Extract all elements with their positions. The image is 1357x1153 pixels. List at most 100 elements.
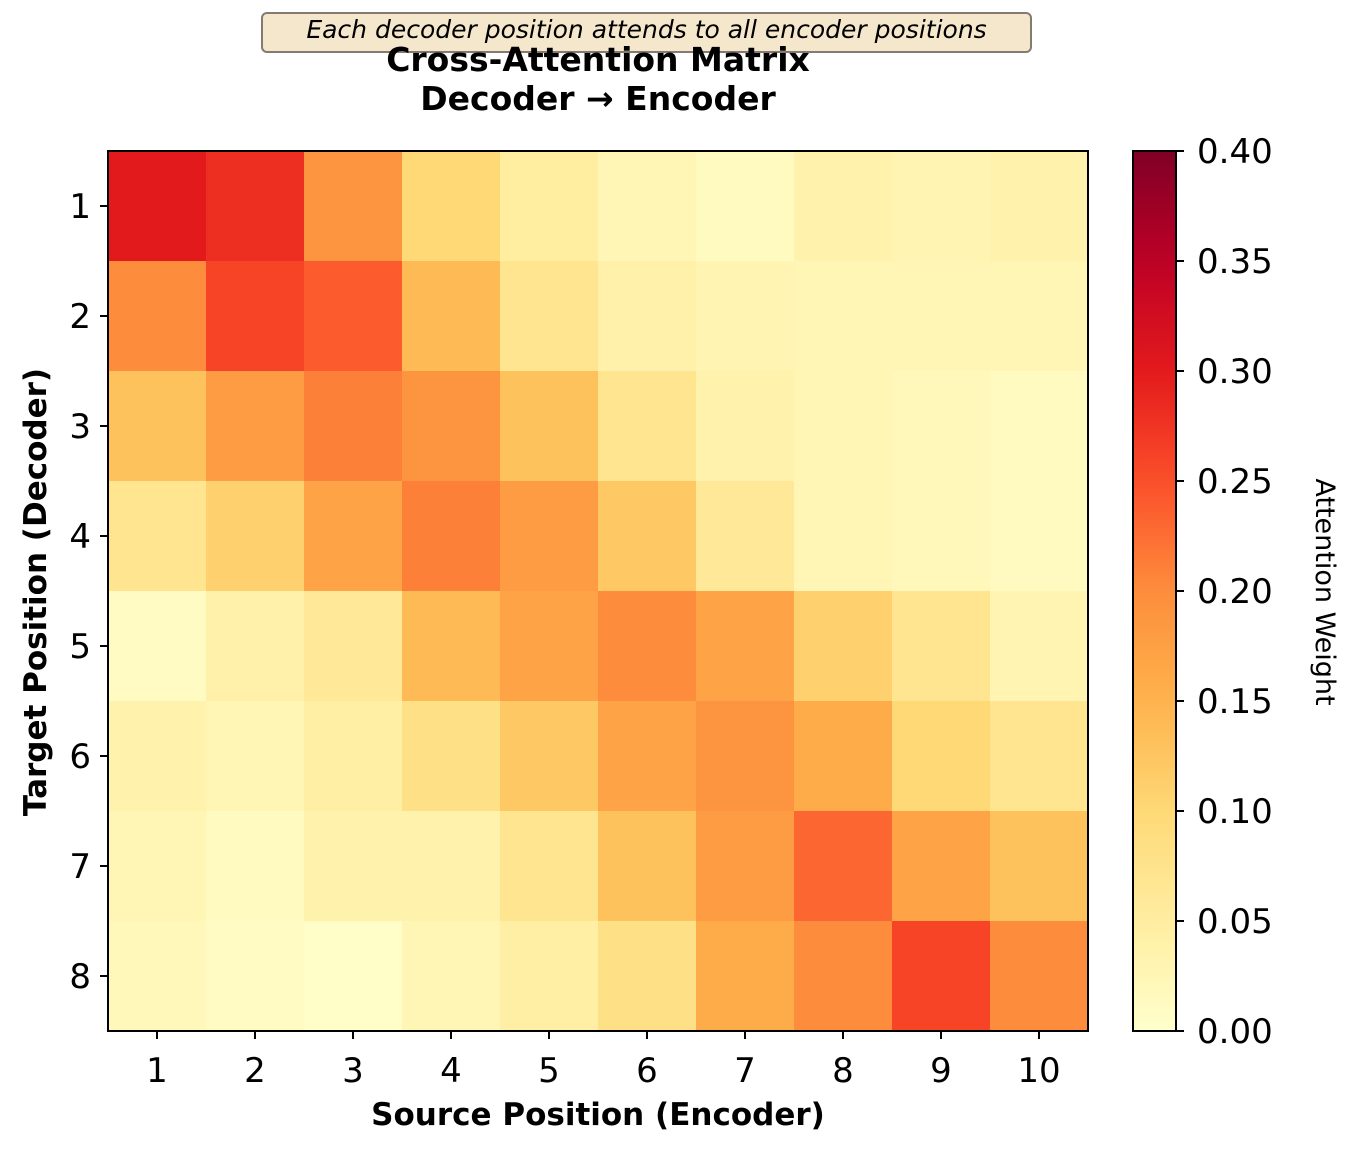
heatmap-cell	[794, 591, 893, 702]
heatmap-cell	[206, 591, 305, 702]
x-tick-label: 6	[636, 1051, 658, 1091]
heatmap-cell	[598, 481, 697, 592]
y-tick-label: 8	[69, 957, 91, 997]
heatmap-cell	[598, 261, 697, 372]
y-tick-label: 7	[69, 847, 91, 887]
heatmap-cell	[598, 371, 697, 482]
heatmap-cell	[500, 261, 599, 372]
heatmap-cell	[500, 481, 599, 592]
colorbar-tick-label: 0.15	[1197, 682, 1273, 722]
colorbar-tick-label: 0.30	[1197, 352, 1273, 392]
heatmap-cell	[108, 591, 207, 702]
heatmap-cell	[402, 261, 501, 372]
heatmap-cell	[892, 921, 991, 1032]
heatmap-cell	[794, 481, 893, 592]
heatmap-cell	[696, 261, 795, 372]
heatmap-cell	[500, 151, 599, 262]
heatmap-cell	[794, 921, 893, 1032]
x-axis-ticks: 1 2 3 4 5 6 7 8 9 10	[146, 1031, 1061, 1091]
x-tick-label: 8	[832, 1051, 854, 1091]
annotation-text: Each decoder position attends to all enc…	[306, 15, 987, 44]
heatmap-cell	[500, 811, 599, 922]
heatmap-cell	[696, 151, 795, 262]
heatmap-cell	[402, 591, 501, 702]
x-tick-label: 3	[342, 1051, 364, 1091]
heatmap-cell	[304, 591, 403, 702]
heatmap-cell	[990, 151, 1089, 262]
x-tick-label: 2	[244, 1051, 266, 1091]
colorbar-tick-label: 0.05	[1197, 902, 1273, 942]
heatmap-cell	[892, 151, 991, 262]
colorbar-tick-label: 0.35	[1197, 242, 1273, 282]
x-axis-label: Source Position (Encoder)	[371, 1097, 825, 1133]
y-tick-label: 4	[69, 517, 91, 557]
heatmap-cell	[304, 371, 403, 482]
y-tick-label: 2	[69, 297, 91, 337]
y-axis-label: Target Position (Decoder)	[18, 368, 54, 816]
x-tick-label: 10	[1017, 1051, 1060, 1091]
heatmap-cell	[206, 921, 305, 1032]
heatmap-cell	[696, 591, 795, 702]
colorbar-tick-label: 0.00	[1197, 1012, 1273, 1052]
heatmap-cell	[304, 811, 403, 922]
heatmap-cells	[108, 151, 1089, 1032]
x-tick-label: 4	[440, 1051, 462, 1091]
y-tick-label: 3	[69, 407, 91, 447]
heatmap-cell	[402, 151, 501, 262]
heatmap-cell	[696, 701, 795, 812]
heatmap-cell	[892, 481, 991, 592]
heatmap-cell	[598, 921, 697, 1032]
colorbar-ticks: 0.00 0.05 0.10 0.15 0.20 0.25 0.30 0.35 0.40	[1176, 132, 1273, 1052]
heatmap-cell	[598, 811, 697, 922]
x-tick-label: 7	[734, 1051, 756, 1091]
heatmap-cell	[108, 701, 207, 812]
heatmap-cell	[892, 371, 991, 482]
heatmap-cell	[990, 591, 1089, 702]
x-tick-label: 5	[538, 1051, 560, 1091]
heatmap-cell	[892, 591, 991, 702]
heatmap-cell	[108, 811, 207, 922]
heatmap-cell	[206, 261, 305, 372]
heatmap-cell	[206, 371, 305, 482]
heatmap-cell	[696, 811, 795, 922]
heatmap-cell	[500, 921, 599, 1032]
heatmap-cell	[990, 921, 1089, 1032]
heatmap-cell	[108, 921, 207, 1032]
colorbar	[1132, 150, 1177, 1032]
heatmap-cell	[108, 261, 207, 372]
heatmap-cell	[794, 811, 893, 922]
heatmap-cell	[206, 701, 305, 812]
heatmap-cell	[500, 591, 599, 702]
y-axis-ticks: 1 2 3 4 5 6 7 8	[69, 187, 108, 997]
heatmap-cell	[892, 811, 991, 922]
heatmap-cell	[794, 701, 893, 812]
heatmap-cell	[500, 701, 599, 812]
heatmap-cell	[500, 371, 599, 482]
heatmap-cell	[794, 151, 893, 262]
chart-title-line-1: Cross-Attention Matrix	[386, 40, 810, 79]
heatmap-cell	[402, 701, 501, 812]
heatmap-cell	[598, 151, 697, 262]
colorbar-tick-label: 0.25	[1197, 462, 1273, 502]
colorbar-tick-label: 0.20	[1197, 572, 1273, 612]
heatmap-cell	[990, 371, 1089, 482]
annotation-box	[261, 12, 1032, 53]
heatmap-cell	[304, 261, 403, 372]
heatmap-cell	[892, 701, 991, 812]
y-tick-label: 6	[69, 737, 91, 777]
heatmap-cell	[794, 371, 893, 482]
heatmap-cell	[206, 481, 305, 592]
heatmap-cell	[794, 261, 893, 372]
colorbar-tick-label: 0.10	[1197, 792, 1273, 832]
heatmap-cell	[990, 701, 1089, 812]
heatmap-cell	[696, 481, 795, 592]
heatmap-cell	[402, 921, 501, 1032]
heatmap-cell	[892, 261, 991, 372]
chart-title-line-2: Decoder → Encoder	[420, 79, 776, 118]
colorbar-tick-label: 0.40	[1197, 132, 1273, 172]
heatmap-cell	[206, 811, 305, 922]
heatmap-cell	[696, 371, 795, 482]
heatmap-cell	[304, 701, 403, 812]
y-tick-label: 5	[69, 627, 91, 667]
heatmap-cell	[402, 481, 501, 592]
